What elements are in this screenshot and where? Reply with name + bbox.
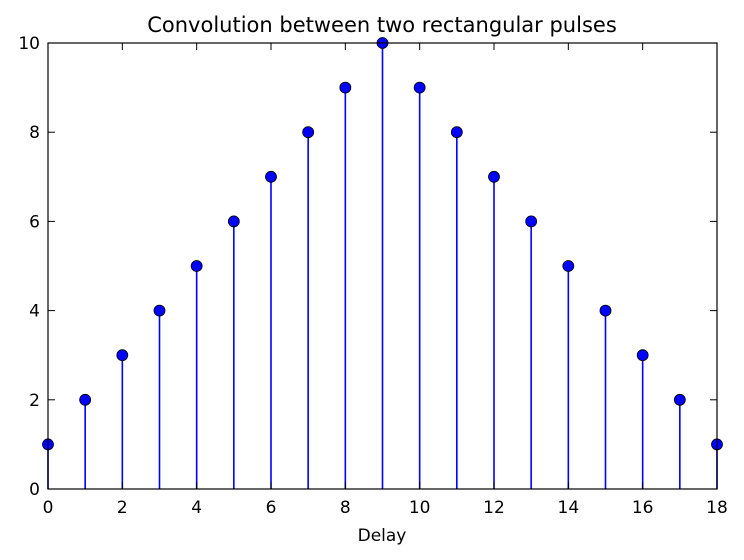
stems-layer	[42, 37, 723, 489]
stem-marker	[79, 393, 92, 406]
stem-marker	[673, 393, 686, 406]
x-tick-label: 4	[191, 498, 202, 518]
y-tick-label: 8	[29, 123, 40, 143]
stem-marker	[413, 81, 426, 94]
x-tick-label: 18	[706, 498, 728, 518]
stem-marker	[525, 215, 538, 228]
stem-marker	[153, 304, 166, 317]
x-tick-label: 8	[340, 498, 351, 518]
stem-marker	[190, 260, 203, 272]
stem-marker	[265, 170, 277, 183]
y-tick-label: 10	[18, 34, 40, 54]
chart-title: Convolution between two rectangular puls…	[147, 13, 617, 37]
ticks-layer	[47, 42, 718, 490]
y-tick-label: 6	[29, 212, 40, 232]
stem-marker	[339, 81, 352, 94]
plot-frame	[47, 42, 718, 490]
x-tick-label: 12	[483, 498, 505, 518]
stem-marker	[599, 304, 612, 317]
stem-marker	[116, 349, 129, 362]
y-tick-label: 2	[29, 391, 40, 411]
stem-marker	[636, 349, 649, 362]
x-tick-label: 10	[409, 498, 431, 518]
x-tick-label: 0	[43, 498, 54, 518]
y-tick-label: 0	[29, 480, 40, 500]
y-tick-label: 4	[29, 302, 40, 322]
stem-marker	[450, 126, 463, 139]
stem-marker	[227, 215, 240, 228]
x-tick-label: 2	[117, 498, 128, 518]
tick-labels-layer: 0 2 4 6 8 10 12 14 16 18 0 2 4 6 8 10	[18, 34, 727, 518]
x-tick-label: 14	[558, 498, 580, 518]
x-tick-label: 16	[632, 498, 654, 518]
stem-marker	[302, 126, 315, 139]
stem-marker	[488, 170, 500, 183]
stem-marker	[562, 260, 575, 272]
x-axis-label: Delay	[358, 526, 407, 546]
x-tick-label: 6	[266, 498, 277, 518]
